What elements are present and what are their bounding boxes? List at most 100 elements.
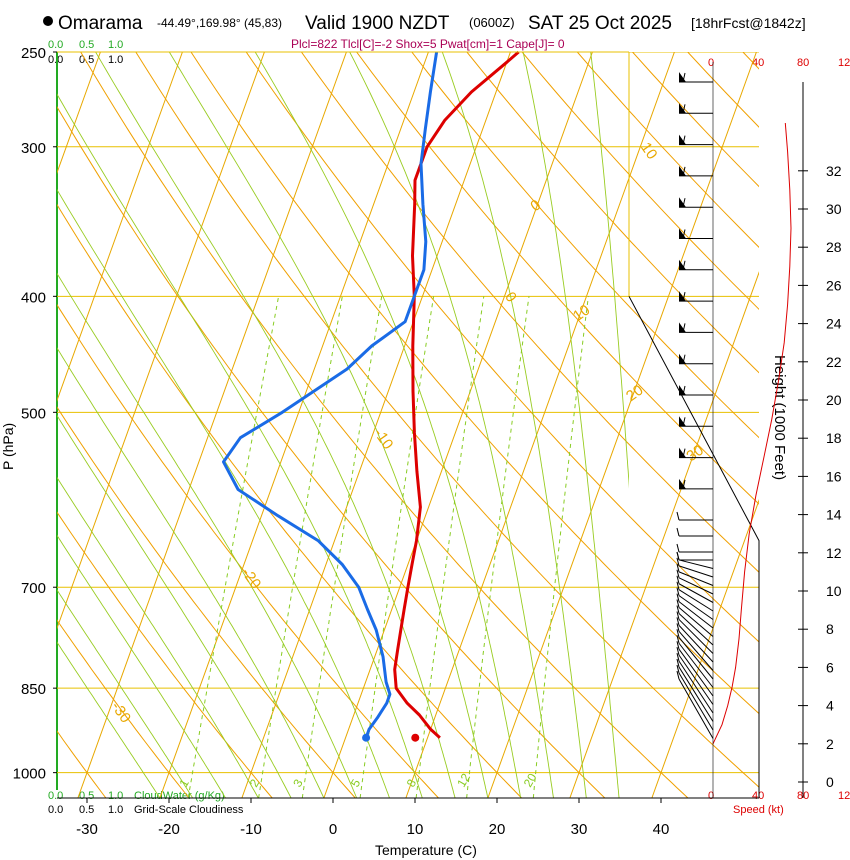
cloudiness-tick-top-1: 1.0 — [108, 54, 123, 66]
isotherm-20 — [487, 404, 629, 798]
y-axis-title: P (hPa) — [0, 423, 16, 470]
cloud-tick-bottom-0: 0.0 — [48, 790, 63, 802]
dry-adiabat — [57, 619, 190, 798]
wind-barb — [676, 611, 714, 654]
dry-adiabat — [57, 406, 356, 798]
wind-barb-feather — [676, 611, 680, 620]
height-tick-label: 6 — [826, 659, 834, 675]
wind-barb-feather — [682, 72, 686, 83]
dry-adiabat — [57, 511, 273, 798]
wind-speed-profile — [712, 62, 792, 798]
sounding-indices: Plcl=822 Tlcl[C]=-2 Shox=5 Pwat[cm]=1 Ca… — [291, 37, 565, 51]
wind-barb-feather — [676, 605, 680, 614]
wind-barbs — [676, 72, 714, 739]
speed-tick-top-40: 40 — [752, 57, 764, 69]
moist-adiabat — [441, 52, 587, 798]
moist-adiabat — [57, 272, 358, 798]
chart-header: Omarama -44.49°,169.98° (45,83) Valid 19… — [43, 13, 806, 51]
isotherm--10 — [241, 52, 511, 798]
isotherm--20 — [159, 52, 429, 798]
wind-barb-feather — [676, 527, 680, 537]
height-tick-label: 32 — [826, 163, 842, 179]
terrain-boundary-line — [628, 296, 760, 798]
dry-adiabat-ext — [629, 109, 759, 248]
wind-barb-feather — [676, 670, 680, 680]
wind-barb — [679, 478, 713, 490]
wind-barb-feather — [676, 658, 680, 668]
cloudiness-tick-bottom-05: 0.5 — [79, 804, 94, 816]
wind-barb — [676, 670, 714, 739]
wind-barb-feather — [682, 198, 686, 208]
dry-adiabat-ext — [798, 52, 850, 798]
wind-barb — [679, 259, 713, 271]
isotherm-30 — [569, 632, 629, 798]
wind-barb-feather — [676, 641, 680, 650]
wind-barb — [676, 575, 714, 603]
wind-barb-feather — [676, 511, 680, 521]
isotherm--30 — [77, 52, 347, 798]
dry-adiabat — [300, 52, 629, 445]
dry-adiabat — [576, 52, 629, 112]
surface-dewpoint-dot — [362, 733, 371, 742]
isotherm-label: 10 — [637, 139, 660, 162]
dry-adiabat-ext — [629, 173, 759, 310]
wind-barb-staff — [678, 595, 714, 620]
wind-barb — [676, 551, 714, 569]
mixing-ratio-line — [466, 296, 530, 798]
wind-barb — [676, 593, 714, 629]
wind-barb-staff — [678, 589, 714, 612]
wind-barb — [676, 563, 714, 586]
wind-barb-feather — [682, 104, 686, 114]
wind-barb-feather — [676, 635, 680, 644]
isotherm-label: 20 — [623, 382, 646, 405]
x-tick-label: -10 — [240, 821, 262, 838]
cloudiness-label: Grid-Scale Cloudiness — [134, 804, 244, 816]
dry-adiabat-ext — [26, 52, 605, 798]
wind-barb-staff — [678, 565, 714, 578]
moist-adiabat — [57, 188, 390, 798]
wind-barb — [679, 385, 713, 396]
p-tick-label: 1000 — [13, 766, 46, 783]
dry-adiabat-ext — [0, 52, 439, 798]
speed-tick-bottom-12: 12 — [838, 790, 850, 802]
valid-time: Valid 1900 NZDT — [305, 13, 450, 34]
moist-adiabat — [522, 52, 620, 798]
wind-barb-feather — [682, 260, 686, 270]
cloudiness-tick-bottom-1: 1.0 — [108, 804, 123, 816]
wind-barb-feather — [682, 448, 686, 458]
height-tick-label: 20 — [826, 392, 842, 408]
mixing-ratio-label: 12 — [454, 771, 473, 790]
wind-barb-feather — [676, 593, 680, 602]
mixing-ratio-line — [187, 296, 280, 798]
wind-barb-staff — [678, 672, 714, 731]
wind-barb-staff — [678, 571, 714, 586]
wind-barb-pennant — [679, 385, 686, 395]
dry-adiabat-ext — [629, 588, 759, 715]
wind-barb-feather — [676, 581, 680, 590]
wind-barb-feather — [676, 629, 680, 638]
wind-barb — [676, 635, 714, 688]
moist-adiabat — [57, 476, 259, 798]
wind-barb-staff — [678, 619, 714, 654]
moist-adiabat — [349, 52, 554, 798]
wind-barb-staff — [678, 642, 714, 688]
p-tick-label: 700 — [21, 580, 46, 597]
moist-adiabat — [95, 52, 456, 798]
wind-barb-staff — [678, 660, 714, 714]
wind-barb-feather — [676, 617, 680, 626]
wind-barb — [676, 605, 714, 646]
dewpoint-line — [222, 51, 439, 739]
wind-barb — [676, 543, 713, 553]
wind-barb-feather — [682, 385, 686, 396]
wind-barb-feather — [676, 647, 680, 656]
wind-barb — [679, 72, 713, 83]
wind-barb-pennant — [679, 478, 686, 489]
mixing-ratio-line — [532, 296, 589, 798]
wind-barb — [676, 569, 714, 595]
wind-barb-feather — [676, 569, 680, 578]
wind-barb — [676, 551, 713, 561]
cloudiness-tick-bottom-0: 0.0 — [48, 804, 63, 816]
p-tick-label: 250 — [21, 45, 46, 62]
mixing-ratio-line — [301, 296, 383, 798]
sounding-profiles — [222, 50, 520, 742]
